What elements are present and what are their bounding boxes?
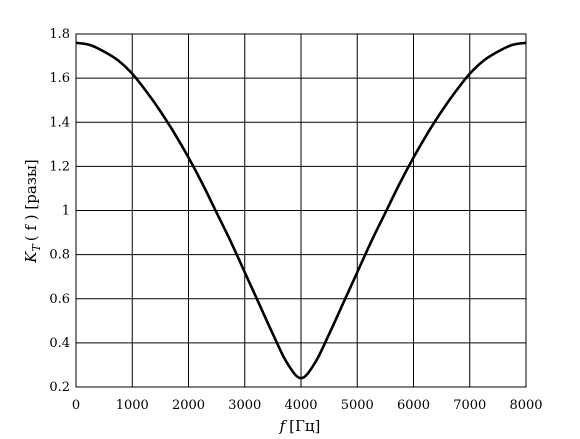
x-tick-label: 0 (72, 398, 80, 413)
x-axis-label: f [Гц] (279, 417, 321, 434)
y-axis-label-subscript: T (30, 243, 43, 252)
y-axis-label: KT ( f ) [разы] (22, 159, 43, 264)
x-tick-label: 3000 (228, 398, 261, 413)
y-tick-label: 1.4 (49, 115, 70, 130)
y-tick-label: 0.8 (49, 248, 70, 263)
y-tick-label: 1.2 (49, 159, 70, 174)
x-tick-label: 6000 (397, 398, 430, 413)
x-axis-label-unit: [Гц] (289, 417, 320, 434)
y-tick-labels: 0.2 0.4 0.6 0.8 1 1.2 1.4 1.6 1.8 (49, 27, 70, 395)
y-axis-label-rest: ( f ) [разы] (22, 159, 40, 241)
series-line (75, 41, 527, 380)
x-tick-label: 7000 (453, 398, 486, 413)
y-tick-label: 1.8 (49, 27, 70, 42)
plot-frame (75, 33, 527, 388)
x-tick-labels: 0 1000 2000 3000 4000 5000 6000 7000 8000 (72, 398, 543, 413)
y-tick-label: 1 (62, 204, 70, 219)
y-tick-label: 0.6 (49, 292, 70, 307)
x-tick-label: 5000 (341, 398, 374, 413)
x-tick-label: 4000 (284, 398, 317, 413)
x-tick-label: 1000 (116, 398, 149, 413)
y-tick-label: 1.6 (49, 71, 70, 86)
y-tick-label: 0.4 (49, 336, 70, 351)
x-axis-label-symbol: f (279, 417, 288, 434)
y-axis-label-symbol: K (22, 251, 40, 264)
y-tick-label: 0.2 (49, 380, 70, 395)
series-layer (75, 41, 527, 380)
x-tick-label: 2000 (172, 398, 205, 413)
x-tick-label: 8000 (509, 398, 542, 413)
